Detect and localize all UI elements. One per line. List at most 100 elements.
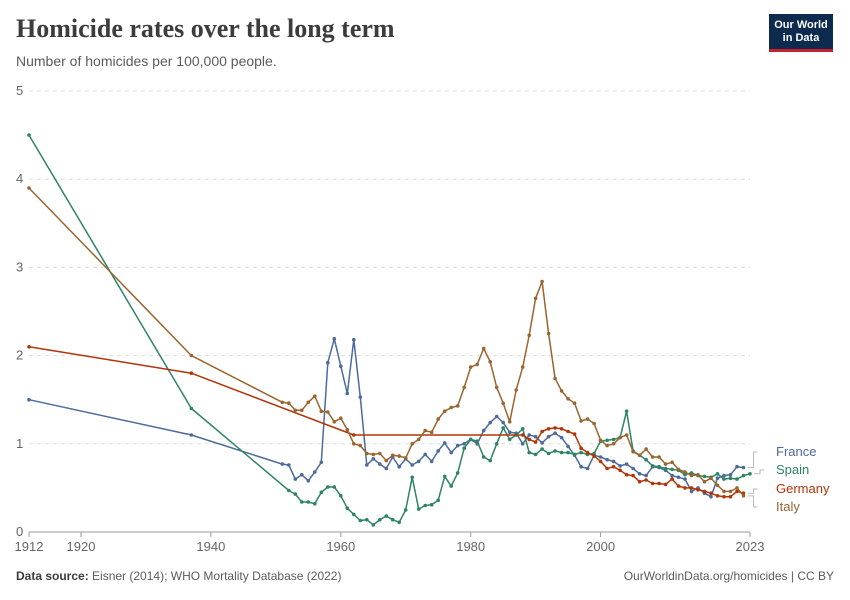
data-point	[605, 438, 609, 443]
data-point	[696, 487, 700, 492]
data-point	[546, 434, 551, 439]
data-point	[384, 514, 389, 518]
data-point	[462, 442, 467, 446]
data-point	[410, 442, 415, 446]
data-point	[306, 500, 311, 504]
data-point	[689, 489, 694, 494]
data-point	[624, 433, 629, 437]
data-point	[735, 489, 739, 494]
data-point	[397, 464, 402, 469]
series-germany[interactable]	[27, 345, 746, 499]
data-point	[488, 360, 493, 364]
data-point	[326, 360, 330, 365]
legend-label-italy[interactable]: Italy	[776, 499, 800, 514]
data-point	[618, 464, 622, 468]
data-point	[559, 427, 564, 431]
data-point	[741, 465, 746, 470]
y-tick-label: 5	[16, 83, 23, 98]
data-point	[644, 473, 648, 478]
data-point	[287, 488, 291, 493]
data-point	[345, 427, 350, 432]
logo-line-1: Our World	[774, 19, 828, 31]
data-point	[475, 362, 480, 367]
data-point	[683, 470, 687, 474]
data-point	[663, 482, 668, 487]
source-url[interactable]: OurWorldinData.org/homicides | CC BY	[623, 569, 834, 583]
y-tick-label: 1	[16, 436, 23, 451]
data-point	[403, 508, 408, 512]
data-point	[507, 430, 512, 435]
data-point	[527, 450, 531, 455]
data-point	[715, 476, 720, 481]
data-point	[416, 437, 421, 442]
data-point	[358, 395, 363, 399]
data-point	[715, 483, 720, 488]
data-point	[455, 443, 460, 448]
data-point	[709, 491, 713, 496]
data-point	[624, 409, 629, 414]
data-point	[670, 460, 674, 465]
data-point	[676, 475, 681, 480]
data-point	[189, 353, 194, 358]
data-point	[559, 389, 564, 393]
data-point	[378, 451, 382, 456]
data-point	[189, 371, 194, 376]
data-point	[670, 477, 674, 481]
series-spain[interactable]	[27, 133, 752, 527]
series-italy[interactable]	[27, 186, 746, 498]
data-point	[27, 397, 31, 402]
data-point	[644, 447, 648, 451]
data-point	[572, 401, 577, 406]
data-point	[462, 385, 467, 390]
legend-label-france[interactable]: France	[776, 444, 816, 459]
data-point	[611, 437, 616, 442]
data-point	[676, 484, 681, 488]
data-point	[533, 296, 538, 301]
data-point	[371, 523, 376, 527]
data-source-label: Data source:	[16, 569, 89, 583]
data-point	[358, 443, 363, 448]
data-point	[566, 397, 570, 401]
data-point	[339, 494, 343, 498]
owid-logo[interactable]: Our World in Data	[769, 14, 833, 52]
data-point	[683, 477, 687, 481]
data-point	[306, 400, 311, 405]
data-point	[365, 463, 369, 467]
data-point	[585, 450, 590, 455]
data-point	[332, 420, 337, 424]
data-point	[365, 451, 369, 456]
data-point	[494, 414, 499, 419]
data-point	[722, 489, 726, 494]
data-point	[748, 472, 752, 476]
data-point	[390, 453, 395, 458]
data-point	[676, 467, 681, 472]
legend-connector	[747, 451, 758, 469]
data-point	[520, 427, 525, 431]
data-point	[293, 492, 298, 496]
data-point	[611, 459, 616, 464]
data-point	[416, 459, 421, 464]
data-point	[579, 464, 583, 469]
legend-label-germany[interactable]: Germany	[776, 481, 830, 496]
legend-label-spain[interactable]: Spain	[776, 462, 809, 477]
data-point	[345, 391, 350, 396]
data-point	[189, 433, 194, 437]
series-france[interactable]	[27, 337, 746, 499]
data-point	[293, 408, 298, 413]
data-point	[319, 409, 324, 414]
data-point	[520, 433, 525, 437]
data-point	[358, 518, 363, 523]
data-point	[559, 450, 564, 455]
data-point	[280, 462, 285, 466]
data-point	[533, 434, 538, 439]
x-tick-label: 1980	[456, 539, 485, 554]
data-point	[650, 481, 655, 486]
data-point	[644, 457, 648, 462]
data-point	[709, 476, 713, 481]
data-point	[488, 458, 493, 463]
data-point	[332, 485, 337, 489]
data-point	[683, 472, 687, 477]
data-point	[728, 489, 733, 494]
data-point	[339, 416, 343, 421]
x-tick-label: 2023	[736, 539, 765, 554]
